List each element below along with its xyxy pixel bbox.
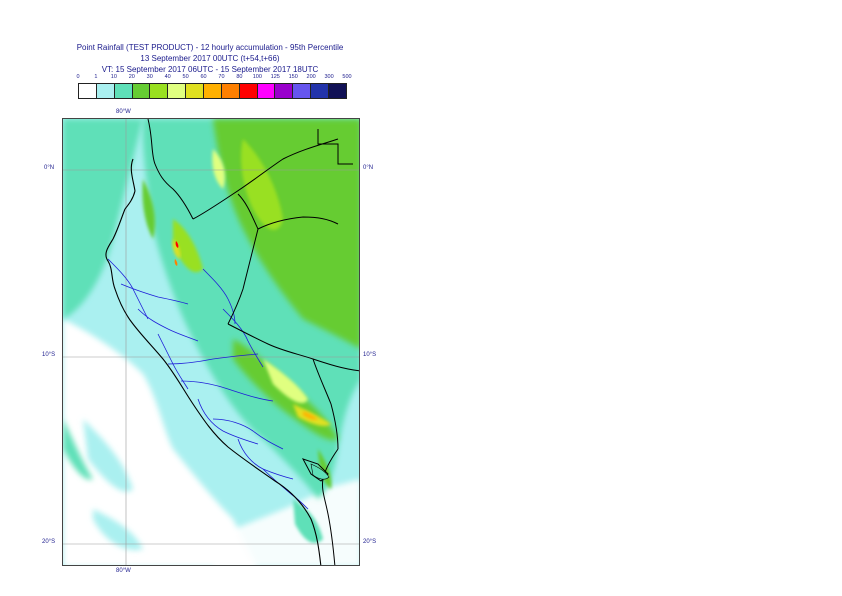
legend-swatch (275, 84, 294, 98)
legend-swatch (132, 84, 151, 98)
legend-tick-label: 150 (288, 74, 298, 80)
rainfall-map (62, 118, 360, 566)
legend-tick-label: 70 (218, 74, 225, 80)
lat-label-right-10: 10°S (363, 352, 377, 358)
legend-swatch (311, 84, 330, 98)
legend-tick-label: 60 (200, 74, 207, 80)
legend-swatch (329, 84, 346, 98)
legend-tick-label: 300 (324, 74, 334, 80)
legend-tick-label: 0 (76, 74, 80, 80)
color-legend: 0 1 10 20 30 40 50 60 70 80 100 125 150 200 300 500 (60, 74, 360, 104)
lat-label-right-0: 0°N (363, 165, 374, 171)
legend-tick-label: 80 (236, 74, 243, 80)
legend-swatch (204, 84, 222, 98)
lat-label-left-0: 0°N (44, 165, 55, 171)
legend-swatch (221, 84, 240, 98)
legend-tick-label: 100 (252, 74, 262, 80)
title-line-run: 13 September 2017 00UTC (t+54,t+66) (140, 54, 280, 63)
map-title-block: Point Rainfall (TEST PRODUCT) - 12 hourl… (60, 42, 360, 75)
lake-titicaca (310, 463, 330, 480)
coastline (105, 158, 322, 565)
legend-tick-label: 40 (164, 74, 171, 80)
legend-swatch (114, 84, 133, 98)
legend-swatch (186, 84, 205, 98)
legend-tick-label: 50 (182, 74, 189, 80)
legend-swatch (293, 84, 312, 98)
lat-label-right-20: 20°S (363, 539, 377, 545)
legend-swatch (79, 84, 97, 98)
peru-region-borders (107, 258, 309, 510)
title-line-product: Point Rainfall (TEST PRODUCT) - 12 hourl… (76, 43, 344, 52)
legend-swatch (257, 84, 276, 98)
amazon-rainfall-field (142, 119, 359, 544)
lon-label-top: 80°W (116, 109, 131, 115)
legend-tick-label: 30 (146, 74, 153, 80)
rainfall-map-canvas (63, 119, 359, 565)
legend-tick-label: 500 (342, 74, 352, 80)
lon-label-bottom: 80°W (116, 568, 131, 574)
lat-label-left-10: 10°S (42, 352, 56, 358)
legend-tick-labels: 0 1 10 20 30 40 50 60 70 80 100 125 150 200 300 500 (60, 74, 360, 83)
legend-tick-label: 200 (306, 74, 316, 80)
legend-swatch (168, 84, 187, 98)
legend-swatch (96, 84, 115, 98)
legend-color-bar (78, 83, 347, 99)
legend-tick-label: 125 (270, 74, 280, 80)
legend-swatch (239, 84, 258, 98)
legend-swatch (150, 84, 169, 98)
title-line-validity: VT: 15 September 2017 06UTC - 15 Septemb… (101, 65, 319, 74)
national-borders (147, 119, 359, 565)
legend-tick-label: 20 (128, 74, 135, 80)
graticule (63, 119, 359, 565)
legend-tick-label: 1 (94, 74, 98, 80)
legend-tick-label: 10 (110, 74, 117, 80)
lat-label-left-20: 20°S (42, 539, 56, 545)
